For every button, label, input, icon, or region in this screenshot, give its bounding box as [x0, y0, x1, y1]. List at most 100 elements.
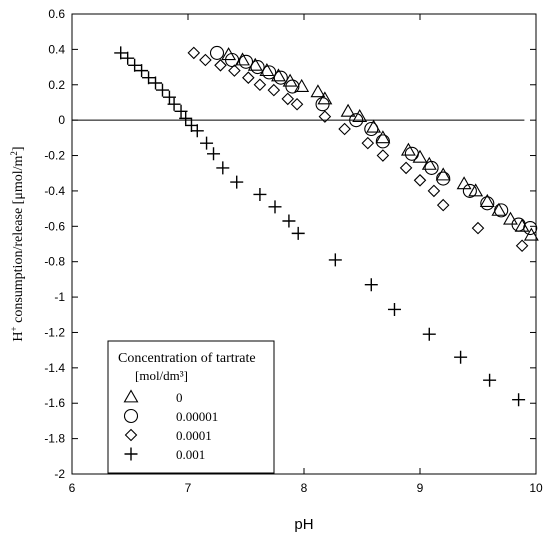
- legend: Concentration of tartrate [mol/dm³] 0 0.0…: [107, 340, 275, 474]
- point-circle: [238, 54, 254, 69]
- point-triangle: [235, 52, 250, 66]
- point-plus: [149, 76, 163, 90]
- y-tick-label: -0.2: [44, 149, 65, 163]
- point-plus: [512, 393, 526, 407]
- point-diamond: [214, 59, 227, 72]
- y-tick-label: -1.4: [44, 361, 65, 375]
- legend-marker-plus: [124, 447, 138, 461]
- point-plus: [155, 83, 169, 97]
- x-axis-label: pH: [294, 516, 313, 533]
- legend-subtitle: [mol/dm³]: [135, 368, 188, 383]
- point-plus: [268, 200, 282, 214]
- x-tick-label: 8: [301, 481, 308, 495]
- y-tick-label: 0.2: [48, 78, 65, 92]
- point-circle: [250, 60, 265, 75]
- point-plus: [121, 51, 135, 65]
- point-diamond: [253, 78, 267, 92]
- point-plus: [422, 327, 436, 341]
- point-plus: [282, 214, 296, 228]
- point-circle: [273, 70, 288, 85]
- point-plus: [190, 124, 204, 138]
- y-tick-label: -1: [54, 290, 65, 304]
- axis-ticks: [71, 13, 537, 475]
- point-diamond: [318, 110, 332, 123]
- point-diamond: [199, 53, 212, 67]
- x-tick-label: 10: [529, 481, 543, 495]
- point-plus: [162, 90, 176, 104]
- point-circle: [315, 97, 330, 112]
- x-tick-label: 9: [417, 481, 424, 495]
- point-diamond: [338, 122, 351, 136]
- y-label-sup: +: [9, 326, 19, 331]
- legend-box: [107, 340, 275, 474]
- point-triangle: [375, 130, 391, 144]
- point-plus: [216, 161, 230, 175]
- point-plus: [454, 350, 468, 364]
- point-circle: [225, 52, 240, 68]
- point-triangle: [340, 103, 356, 117]
- y-label-rest: consumption/release [μmol/m: [11, 155, 26, 326]
- point-diamond: [436, 198, 450, 212]
- point-plus: [483, 373, 497, 387]
- y-tick-label: -1.8: [44, 432, 65, 446]
- point-triangle: [310, 84, 326, 98]
- legend-entries: 0 0.00001 0.0001 0.001: [123, 389, 218, 462]
- legend-title: Concentration of tartrate: [118, 351, 256, 366]
- point-plus: [291, 226, 305, 240]
- point-plus: [364, 278, 378, 292]
- point-diamond: [471, 221, 485, 235]
- point-triangle: [412, 149, 428, 163]
- y-axis-label: H+ consumption/release [μmol/m2]: [9, 146, 26, 341]
- point-circle: [424, 160, 439, 175]
- point-circle: [404, 146, 419, 161]
- point-plus: [184, 118, 198, 132]
- y-tick-label: -0.8: [44, 255, 65, 269]
- point-plus: [207, 147, 221, 161]
- tick-labels: 6 7 8 9 10 0.6 0.4 0.2 0 -0.2 -0.4 -0.6 -0.8 -1 -1.2 -1…: [44, 7, 543, 495]
- point-triangle: [421, 156, 437, 170]
- point-triangle: [468, 183, 484, 197]
- point-circle: [523, 221, 538, 236]
- point-triangle: [503, 211, 518, 225]
- point-plus: [230, 175, 244, 189]
- point-circle: [209, 45, 225, 60]
- y-tick-label: 0.4: [48, 42, 65, 56]
- point-diamond: [242, 71, 255, 84]
- y-label-sup2: 2: [9, 151, 19, 156]
- point-plus: [135, 64, 149, 78]
- point-circle: [364, 121, 379, 137]
- point-diamond: [281, 92, 295, 106]
- point-plus: [167, 97, 181, 111]
- y-tick-label: -0.6: [44, 219, 65, 233]
- point-diamond: [399, 161, 413, 175]
- point-plus: [253, 187, 267, 201]
- x-tick-label: 7: [185, 481, 192, 495]
- point-diamond: [427, 184, 441, 198]
- point-diamond: [515, 239, 529, 253]
- point-plus: [179, 111, 193, 125]
- y-tick-label: -1.6: [44, 396, 65, 410]
- y-label-h: H: [11, 331, 26, 341]
- point-circle: [349, 113, 364, 128]
- point-circle: [462, 183, 477, 198]
- y-tick-label: -2: [54, 467, 65, 481]
- y-tick-label: -1.2: [44, 325, 65, 339]
- legend-label: 0.00001: [176, 409, 218, 424]
- point-circle: [262, 65, 277, 80]
- point-circle: [480, 196, 495, 211]
- legend-marker-triangle: [123, 389, 139, 403]
- point-triangle: [479, 193, 495, 207]
- point-circle: [436, 171, 451, 186]
- point-plus: [114, 46, 128, 60]
- point-diamond: [376, 149, 390, 162]
- point-triangle: [491, 202, 507, 216]
- y-label-end: ]: [11, 146, 26, 151]
- legend-marker-circle: [123, 408, 139, 424]
- point-plus: [200, 136, 214, 150]
- point-diamond: [228, 64, 241, 77]
- point-diamond: [267, 83, 281, 97]
- point-circle: [285, 79, 300, 94]
- point-plus: [328, 253, 342, 267]
- point-diamond: [361, 136, 375, 150]
